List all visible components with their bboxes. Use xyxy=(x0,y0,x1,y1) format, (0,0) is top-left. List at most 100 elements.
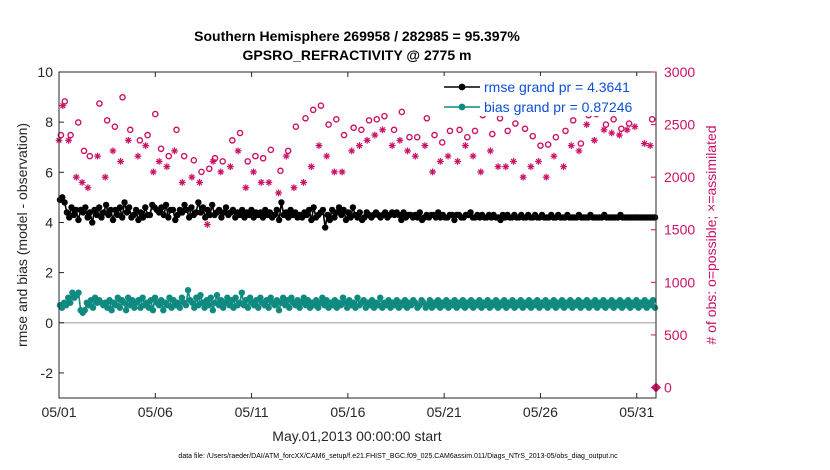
obs-possible-point xyxy=(569,117,577,124)
obs-assimilated-point xyxy=(461,142,469,150)
bias-point xyxy=(275,307,283,314)
obs-assimilated-point xyxy=(300,179,307,186)
obs-assimilated-point xyxy=(265,179,273,186)
obs-assimilated-point xyxy=(590,136,598,144)
rmse-point xyxy=(416,209,423,216)
rmse-point xyxy=(105,211,112,219)
obs-assimilated-point xyxy=(388,142,396,150)
legend-bias-label: bias grand pr = 0.87246 xyxy=(484,99,632,115)
legend-bias-swatch-dot xyxy=(458,103,466,111)
chart-title: Southern Hemisphere 269958 / 282985 = 95… xyxy=(194,28,520,44)
obs-possible-point xyxy=(277,167,284,175)
obs-possible-point xyxy=(648,116,656,123)
obs-possible-point xyxy=(463,133,471,141)
rmse-point xyxy=(278,199,285,206)
obs-assimilated-point xyxy=(78,179,86,186)
obs-assimilated-point xyxy=(209,157,217,165)
rmse-point xyxy=(165,214,172,221)
obs-possible-point xyxy=(292,123,300,130)
obs-possible-point xyxy=(423,114,431,122)
bias-series-markers xyxy=(56,286,659,316)
obs-assimilated-point xyxy=(348,147,356,155)
obs-possible-point xyxy=(236,129,244,137)
obs-assimilated-point xyxy=(583,121,591,128)
bias-point xyxy=(182,302,190,309)
rmse-point xyxy=(303,211,310,219)
rmse-point xyxy=(95,204,103,211)
obs-possible-point xyxy=(340,131,348,139)
rmse-point xyxy=(331,214,338,221)
obs-possible-point xyxy=(86,152,94,160)
obs-assimilated-point xyxy=(623,126,631,134)
rmse-point xyxy=(130,211,137,219)
y2-tick-label: 2500 xyxy=(664,117,695,133)
bias-point xyxy=(155,302,163,309)
obs-possible-point xyxy=(190,157,198,164)
obs-assimilated-point xyxy=(429,168,437,176)
obs-possible-point xyxy=(562,127,569,135)
bias-point xyxy=(174,299,181,306)
bias-point xyxy=(75,289,82,296)
obs-possible-point xyxy=(219,158,226,165)
rmse-point xyxy=(59,194,66,201)
obs-assimilated-point xyxy=(242,184,250,192)
rmse-point xyxy=(142,204,149,211)
obs-assimilated-point xyxy=(94,152,101,160)
rmse-point xyxy=(116,204,124,211)
y2-tick-label: 0 xyxy=(664,379,672,395)
rmse-point xyxy=(206,211,214,219)
rmse-series-markers xyxy=(56,194,659,231)
obs-possible-point xyxy=(618,125,625,133)
rmse-point xyxy=(70,211,78,219)
bias-point xyxy=(67,299,74,306)
obs-possible-point xyxy=(390,126,398,134)
rmse-point xyxy=(356,209,364,216)
rmse-point xyxy=(338,211,345,219)
bias-point xyxy=(286,304,293,311)
obs-assimilated-point xyxy=(188,173,196,181)
obs-assimilated-point xyxy=(250,168,257,176)
bias-point xyxy=(207,294,214,301)
bias-point xyxy=(65,294,72,301)
bias-point xyxy=(271,302,279,309)
y2-tick-label: 1500 xyxy=(664,222,695,238)
obs-assimilated-point xyxy=(203,221,211,228)
rmse-point xyxy=(109,216,117,224)
rmse-point xyxy=(651,214,659,221)
rmse-point xyxy=(345,209,352,216)
obs-possible-point xyxy=(80,147,88,155)
bias-point xyxy=(89,304,97,311)
obs-assimilated-point xyxy=(411,152,419,160)
obs-possible-point xyxy=(119,93,126,101)
y-tick-label: 10 xyxy=(37,64,53,80)
rmse-point xyxy=(146,211,154,219)
bias-point xyxy=(209,307,217,314)
x-tick-label: 05/11 xyxy=(235,404,269,420)
rmse-point xyxy=(204,206,211,214)
rmse-point xyxy=(123,209,131,216)
bias-point xyxy=(649,297,657,304)
obs-assimilated-point xyxy=(59,102,67,110)
obs-assimilated-point xyxy=(600,126,608,134)
obs-assimilated-point xyxy=(178,179,186,186)
obs-possible-point xyxy=(259,154,267,162)
obs-possible-point xyxy=(165,152,173,160)
rmse-point xyxy=(82,204,89,211)
obs-assimilated-point xyxy=(436,157,444,165)
obs-possible-point xyxy=(489,130,496,138)
y2-tick-label: 2000 xyxy=(664,169,695,185)
obs-assimilated-point xyxy=(444,152,452,160)
x-axis-label: May.01,2013 00:00:00 start xyxy=(272,428,442,444)
obs-assimilated-point xyxy=(494,163,502,171)
plot-frame xyxy=(58,71,657,399)
bias-point xyxy=(265,304,272,311)
obs-assimilated-point xyxy=(323,152,331,160)
bias-point xyxy=(120,299,128,306)
obs-assimilated-point xyxy=(155,157,163,165)
bias-point xyxy=(267,294,274,301)
obs-assimilated-point xyxy=(290,184,298,192)
bias-point xyxy=(232,294,239,301)
obs-assimilated-point xyxy=(631,123,639,131)
obs-assimilated-point xyxy=(217,168,225,176)
